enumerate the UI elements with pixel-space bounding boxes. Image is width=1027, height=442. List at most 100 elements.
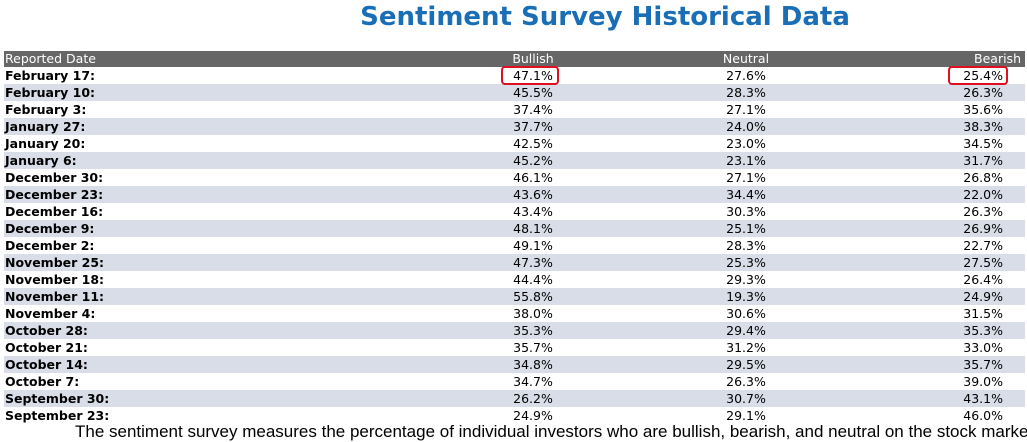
table-row: January 27: 37.7% 24.0% 38.3%	[4, 118, 1025, 135]
date-cell: December 23:	[5, 187, 104, 202]
date-cell: November 4:	[5, 306, 96, 321]
date-cell: December 16:	[5, 204, 104, 219]
value-cell: 26.3%	[726, 374, 766, 389]
value-cell: 38.0%	[513, 306, 553, 321]
value-cell: 26.3%	[963, 204, 1003, 219]
footer-text: The sentiment survey measures the percen…	[75, 422, 1027, 441]
value-cell: 28.3%	[726, 238, 766, 253]
value-cell: 26.4%	[963, 272, 1003, 287]
date-cell: December 30:	[5, 170, 104, 185]
value-cell: 34.8%	[513, 357, 553, 372]
value-cell: 27.1%	[726, 102, 766, 117]
value-cell: 35.3%	[513, 323, 553, 338]
table-row: February 17: 47.1% 27.6% 25.4%	[4, 67, 1025, 84]
value-cell: 42.5%	[513, 136, 553, 151]
highlight-box	[948, 66, 1008, 85]
date-cell: February 17:	[5, 68, 96, 83]
date-cell: November 11:	[5, 289, 105, 304]
date-cell: January 20:	[5, 136, 86, 151]
date-cell: January 27:	[5, 119, 86, 134]
table-row: November 4: 38.0% 30.6% 31.5%	[4, 305, 1025, 322]
value-cell: 37.4%	[513, 102, 553, 117]
value-cell: 30.7%	[726, 391, 766, 406]
value-cell: 31.7%	[963, 153, 1003, 168]
table-row: January 20: 42.5% 23.0% 34.5%	[4, 135, 1025, 152]
value-cell: 48.1%	[513, 221, 553, 236]
value-cell: 23.1%	[726, 153, 766, 168]
page-title: Sentiment Survey Historical Data	[360, 2, 850, 32]
header-row: Reported Date Bullish Neutral Bearish	[4, 51, 1025, 67]
date-cell: October 14:	[5, 357, 88, 372]
date-cell: October 21:	[5, 340, 88, 355]
value-cell: 24.0%	[726, 119, 766, 134]
value-cell: 22.7%	[963, 238, 1003, 253]
value-cell: 30.6%	[726, 306, 766, 321]
value-cell: 25.1%	[726, 221, 766, 236]
value-cell: 38.3%	[963, 119, 1003, 134]
date-cell: November 18:	[5, 272, 105, 287]
table-row: October 14: 34.8% 29.5% 35.7%	[4, 356, 1025, 373]
value-cell: 31.2%	[726, 340, 766, 355]
value-cell: 35.3%	[963, 323, 1003, 338]
table-row: December 23: 43.6% 34.4% 22.0%	[4, 186, 1025, 203]
value-cell: 31.5%	[963, 306, 1003, 321]
value-cell: 46.0%	[963, 408, 1003, 423]
table-row: December 9: 48.1% 25.1% 26.9%	[4, 220, 1025, 237]
value-cell: 29.5%	[726, 357, 766, 372]
value-cell: 45.2%	[513, 153, 553, 168]
value-cell: 26.3%	[963, 85, 1003, 100]
value-cell: 26.2%	[513, 391, 553, 406]
value-cell: 24.9%	[513, 408, 553, 423]
table-row: November 11: 55.8% 19.3% 24.9%	[4, 288, 1025, 305]
table-row: December 30: 46.1% 27.1% 26.8%	[4, 169, 1025, 186]
date-cell: December 2:	[5, 238, 95, 253]
date-cell: November 25:	[5, 255, 105, 270]
table-row: September 23: 24.9% 29.1% 46.0%	[4, 407, 1025, 424]
value-cell: 30.3%	[726, 204, 766, 219]
value-cell: 34.7%	[513, 374, 553, 389]
value-cell: 29.3%	[726, 272, 766, 287]
table-row: November 18: 44.4% 29.3% 26.4%	[4, 271, 1025, 288]
value-cell: 55.8%	[513, 289, 553, 304]
date-cell: September 30:	[5, 391, 110, 406]
date-cell: January 6:	[5, 153, 77, 168]
value-cell: 25.3%	[726, 255, 766, 270]
value-cell: 43.6%	[513, 187, 553, 202]
date-cell: October 7:	[5, 374, 80, 389]
table-row: February 10: 45.5% 28.3% 26.3%	[4, 84, 1025, 101]
value-cell: 24.9%	[963, 289, 1003, 304]
date-cell: September 23:	[5, 408, 110, 423]
value-cell: 27.5%	[963, 255, 1003, 270]
table-row: January 6: 45.2% 23.1% 31.7%	[4, 152, 1025, 169]
value-cell: 47.1%	[513, 68, 553, 83]
value-cell: 46.1%	[513, 170, 553, 185]
header-cell: Bearish	[974, 51, 1021, 66]
table-row: December 16: 43.4% 30.3% 26.3%	[4, 203, 1025, 220]
value-cell: 19.3%	[726, 289, 766, 304]
value-cell: 49.1%	[513, 238, 553, 253]
table-row: September 30: 26.2% 30.7% 43.1%	[4, 390, 1025, 407]
value-cell: 27.1%	[726, 170, 766, 185]
value-cell: 27.6%	[726, 68, 766, 83]
table-row: October 7: 34.7% 26.3% 39.0%	[4, 373, 1025, 390]
value-cell: 34.5%	[963, 136, 1003, 151]
value-cell: 26.9%	[963, 221, 1003, 236]
value-cell: 44.4%	[513, 272, 553, 287]
header-cell: Neutral	[722, 51, 770, 66]
value-cell: 34.4%	[726, 187, 766, 202]
value-cell: 43.4%	[513, 204, 553, 219]
value-cell: 37.7%	[513, 119, 553, 134]
page: Sentiment Survey Historical Data Reporte…	[4, 2, 1027, 441]
value-cell: 25.4%	[963, 68, 1003, 83]
highlight-box	[501, 66, 559, 85]
value-cell: 28.3%	[726, 85, 766, 100]
value-cell: 47.3%	[513, 255, 553, 270]
value-cell: 29.1%	[726, 408, 766, 423]
value-cell: 35.7%	[513, 340, 553, 355]
table-row: October 21: 35.7% 31.2% 33.0%	[4, 339, 1025, 356]
value-cell: 22.0%	[963, 187, 1003, 202]
value-cell: 33.0%	[963, 340, 1003, 355]
value-cell: 39.0%	[963, 374, 1003, 389]
value-cell: 29.4%	[726, 323, 766, 338]
header-cell: Reported Date	[5, 51, 96, 66]
